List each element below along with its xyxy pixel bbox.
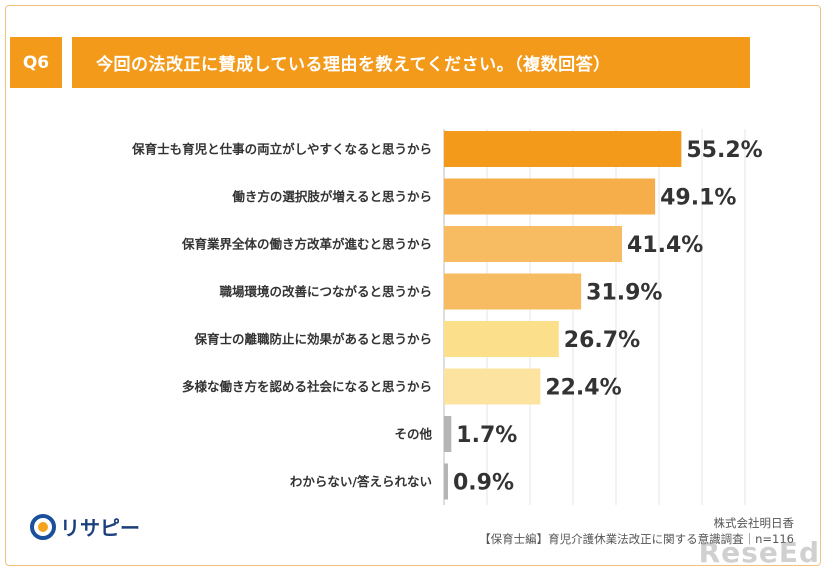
value-label: 26.7%	[564, 328, 640, 353]
question-badge: Q6	[10, 37, 62, 88]
category-label: 職場環境の改善につながると思うから	[219, 284, 432, 299]
value-label: 55.2%	[686, 138, 762, 163]
category-label: 保育士も育児と仕事の両立がしやすくなると思うから	[131, 142, 432, 157]
question-title: 今回の法改正に賛成している理由を教えてください。（複数回答）	[72, 37, 750, 88]
bar	[444, 226, 623, 262]
value-label: 22.4%	[545, 376, 621, 401]
chart-frame	[5, 5, 821, 566]
brand-logo: リサピー	[30, 512, 140, 541]
value-label: 1.7%	[456, 423, 517, 448]
category-label: 保育士の離職防止に効果があると思うから	[193, 332, 432, 347]
source-company: 株式会社明日香	[713, 516, 795, 530]
bar	[444, 368, 541, 405]
source-survey: 【保育士編】育児介護休業法改正に関する意識調査｜n=116	[479, 532, 794, 546]
category-label: 働き方の選択肢が増えると思うから	[231, 189, 432, 204]
logo-text: リサピー	[60, 516, 140, 540]
watermark: ReseEd	[698, 536, 820, 569]
category-label: 多様な働き方を認める社会になると思うから	[182, 379, 432, 394]
bar	[444, 273, 582, 310]
bar	[444, 178, 656, 215]
value-label: 49.1%	[660, 186, 736, 211]
bar	[444, 131, 682, 167]
bar	[444, 321, 559, 357]
category-label: 保育業界全体の働き方改革が進むと思うから	[181, 237, 432, 252]
logo-icon	[30, 513, 56, 540]
bar	[444, 463, 448, 500]
category-label: その他	[394, 427, 432, 442]
source-note: 株式会社明日香 【保育士編】育児介護休業法改正に関する意識調査｜n=116	[479, 515, 794, 547]
bar	[444, 416, 452, 452]
value-label: 31.9%	[586, 281, 662, 306]
category-label: わからない/答えられない	[290, 474, 432, 489]
value-label: 0.9%	[453, 471, 514, 496]
value-label: 41.4%	[627, 233, 703, 258]
